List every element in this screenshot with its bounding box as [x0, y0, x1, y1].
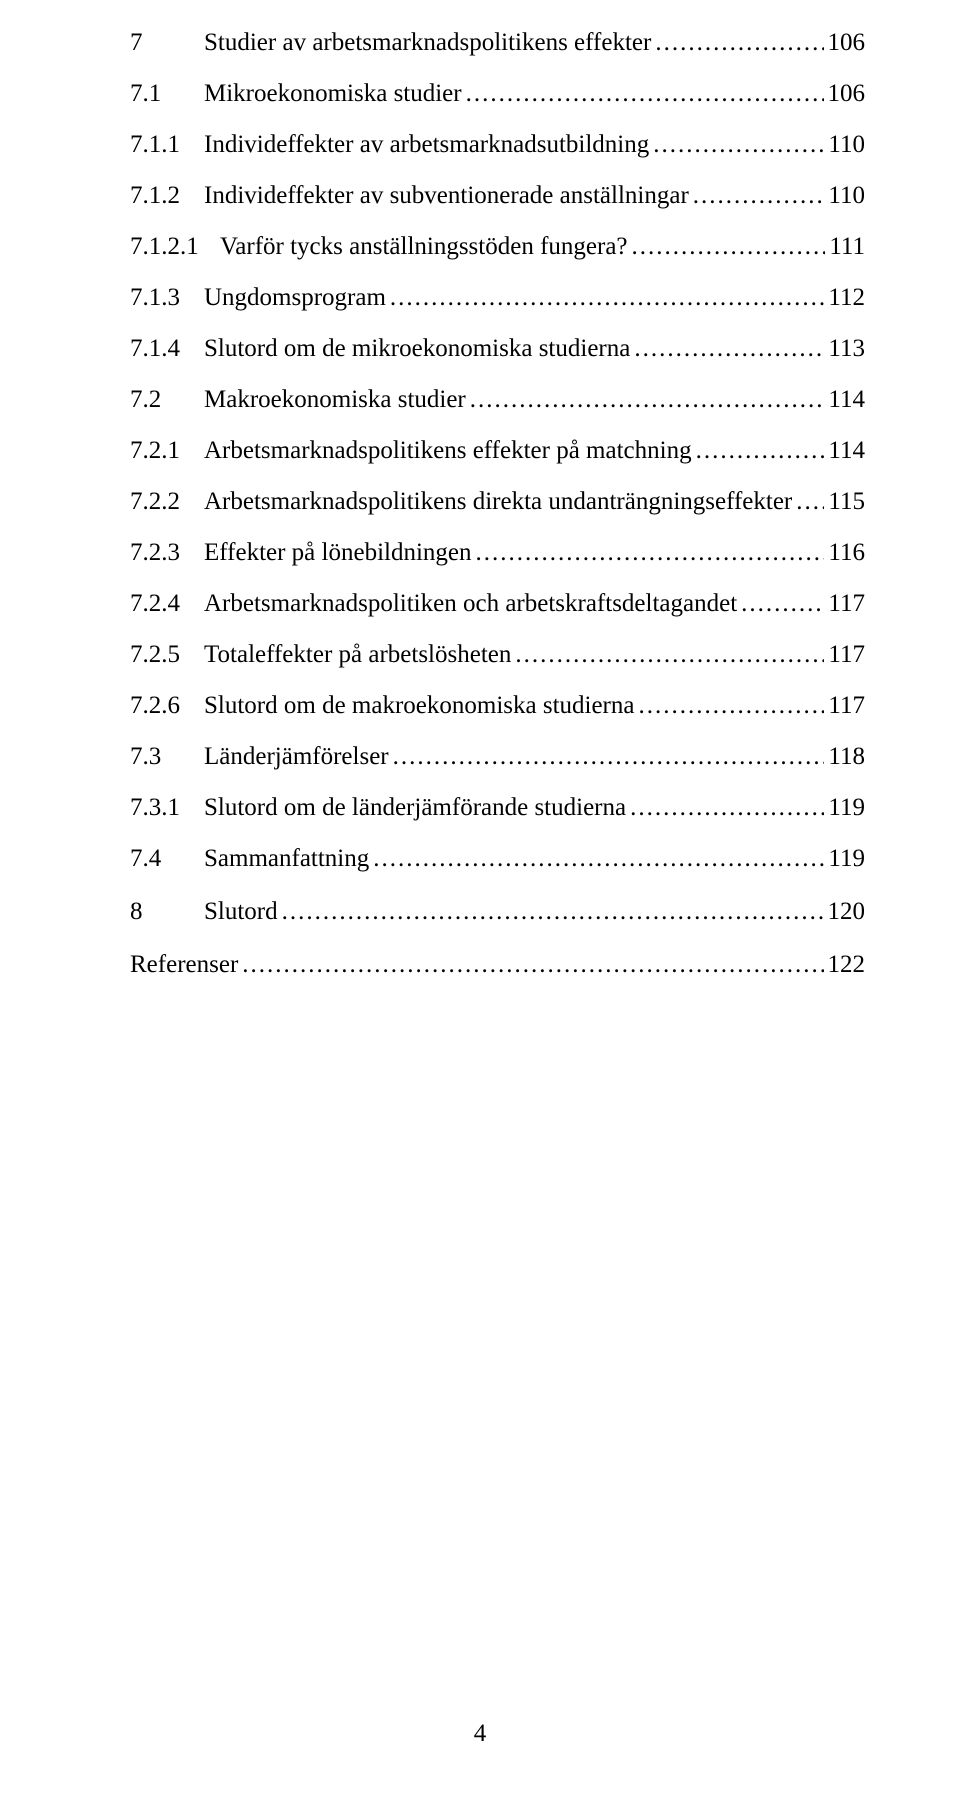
toc-entry-page: 114: [824, 387, 865, 412]
toc-leader-dots: ........................................…: [278, 899, 824, 924]
toc-leader-dots: ........................................…: [651, 30, 823, 55]
toc-entry: 7.2.3Effekter på lönebildningen.........…: [130, 540, 865, 565]
toc-entry: 7.4Sammanfattning.......................…: [130, 846, 865, 871]
toc-entry: 7.2.1Arbetsmarknadspolitikens effekter p…: [130, 438, 865, 463]
toc-leader-dots: ........................................…: [472, 540, 825, 565]
toc-leader-dots: ........................................…: [692, 438, 825, 463]
toc-entry-page: 106: [824, 81, 866, 106]
toc-leader-dots: ........................................…: [466, 387, 825, 412]
toc-entry-number: 7.2: [130, 387, 204, 412]
toc-leader-dots: ........................................…: [626, 795, 824, 820]
toc-leader-dots: ........................................…: [628, 234, 826, 259]
toc-entry-page: 111: [825, 234, 865, 259]
toc-leader-dots: ........................................…: [369, 846, 824, 871]
toc-entry-page: 106: [824, 30, 866, 55]
toc-entry-title: Referenser: [130, 952, 238, 977]
toc-entry: 7.2.6Slutord om de makroekonomiska studi…: [130, 693, 865, 718]
toc-leader-dots: ........................................…: [634, 693, 824, 718]
toc-entry-title: Individeffekter av arbetsmarknadsutbildn…: [204, 132, 649, 157]
toc-entry-number: 7.1.2.1: [130, 234, 220, 259]
toc-entry-number: 7.2.1: [130, 438, 204, 463]
toc-leader-dots: ........................................…: [630, 336, 824, 361]
toc-entry-title: Sammanfattning: [204, 846, 369, 871]
toc-entry-page: 117: [824, 693, 865, 718]
toc-entry-page: 113: [824, 336, 865, 361]
toc-entry-title: Länderjämförelser: [204, 744, 389, 769]
toc-leader-dots: ........................................…: [462, 81, 824, 106]
toc-entry-page: 112: [824, 285, 865, 310]
toc-entry-number: 7.1.2: [130, 183, 204, 208]
toc-entry-number: 7.2.3: [130, 540, 204, 565]
toc-entry-number: 7.2.2: [130, 489, 204, 514]
toc-entry-title: Slutord: [204, 899, 278, 924]
toc-entry-number: 7.2.4: [130, 591, 204, 616]
toc-entry-page: 122: [824, 952, 866, 977]
toc-entry-title: Ungdomsprogram: [204, 285, 386, 310]
toc-entry-page: 114: [824, 438, 865, 463]
toc-entry: 7.1.4Slutord om de mikroekonomiska studi…: [130, 336, 865, 361]
toc-leader-dots: ........................................…: [792, 489, 824, 514]
toc-entry-number: 7.1.3: [130, 285, 204, 310]
toc-entry-title: Totaleffekter på arbetslösheten: [204, 642, 511, 667]
toc-entry-title: Studier av arbetsmarknadspolitikens effe…: [204, 30, 651, 55]
toc-entry-page: 116: [824, 540, 865, 565]
toc-entry-title: Arbetsmarknadspolitiken och arbetskrafts…: [204, 591, 737, 616]
toc-entry: 7.3.1Slutord om de länderjämförande stud…: [130, 795, 865, 820]
toc-entry-page: 110: [824, 183, 865, 208]
toc-entry-number: 7.4: [130, 846, 204, 871]
toc-entry-page: 118: [824, 744, 865, 769]
toc-entry: 7.2.4Arbetsmarknadspolitiken och arbetsk…: [130, 591, 865, 616]
table-of-contents: 7Studier av arbetsmarknadspolitikens eff…: [130, 30, 865, 977]
toc-entry-title: Effekter på lönebildningen: [204, 540, 472, 565]
toc-entry-page: 119: [824, 846, 865, 871]
toc-leader-dots: ........................................…: [737, 591, 824, 616]
toc-entry-title: Arbetsmarknadspolitikens effekter på mat…: [204, 438, 692, 463]
toc-entry: 7.2.5Totaleffekter på arbetslösheten....…: [130, 642, 865, 667]
toc-entry: Referenser..............................…: [130, 952, 865, 977]
toc-entry-number: 8: [130, 899, 204, 924]
toc-leader-dots: ........................................…: [389, 744, 825, 769]
toc-entry-title: Arbetsmarknadspolitikens direkta undantr…: [204, 489, 792, 514]
toc-entry-number: 7.3: [130, 744, 204, 769]
toc-entry-number: 7.2.5: [130, 642, 204, 667]
toc-entry-number: 7.3.1: [130, 795, 204, 820]
toc-entry: 7.1.2.1Varför tycks anställningsstöden f…: [130, 234, 865, 259]
toc-leader-dots: ........................................…: [386, 285, 825, 310]
toc-leader-dots: ........................................…: [511, 642, 824, 667]
toc-entry: 7.3Länderjämförelser....................…: [130, 744, 865, 769]
toc-entry-page: 117: [824, 591, 865, 616]
toc-entry-title: Mikroekonomiska studier: [204, 81, 462, 106]
toc-entry: 7.2.2Arbetsmarknadspolitikens direkta un…: [130, 489, 865, 514]
toc-leader-dots: ........................................…: [689, 183, 825, 208]
toc-entry-page: 115: [824, 489, 865, 514]
toc-entry: 7.2Makroekonomiska studier..............…: [130, 387, 865, 412]
toc-entry: 7.1.2Individeffekter av subventionerade …: [130, 183, 865, 208]
toc-entry: 8Slutord................................…: [130, 899, 865, 924]
toc-entry-page: 119: [824, 795, 865, 820]
toc-entry-title: Individeffekter av subventionerade anstä…: [204, 183, 689, 208]
toc-entry-number: 7.1: [130, 81, 204, 106]
toc-leader-dots: ........................................…: [238, 952, 823, 977]
toc-entry-number: 7.1.4: [130, 336, 204, 361]
toc-entry-number: 7: [130, 30, 204, 55]
toc-entry-page: 117: [824, 642, 865, 667]
toc-entry-title: Makroekonomiska studier: [204, 387, 466, 412]
toc-entry: 7Studier av arbetsmarknadspolitikens eff…: [130, 30, 865, 55]
toc-entry-number: 7.2.6: [130, 693, 204, 718]
toc-entry: 7.1.1Individeffekter av arbetsmarknadsut…: [130, 132, 865, 157]
toc-leader-dots: ........................................…: [649, 132, 824, 157]
document-page: 7Studier av arbetsmarknadspolitikens eff…: [0, 0, 960, 1796]
page-number: 4: [0, 1720, 960, 1748]
toc-entry-number: 7.1.1: [130, 132, 204, 157]
toc-entry-page: 110: [824, 132, 865, 157]
toc-entry: 7.1.3Ungdomsprogram.....................…: [130, 285, 865, 310]
toc-entry-title: Varför tycks anställningsstöden fungera?: [220, 234, 628, 259]
toc-entry-title: Slutord om de mikroekonomiska studierna: [204, 336, 630, 361]
toc-entry-title: Slutord om de makroekonomiska studierna: [204, 693, 634, 718]
toc-entry-page: 120: [824, 899, 866, 924]
toc-entry: 7.1Mikroekonomiska studier..............…: [130, 81, 865, 106]
toc-entry-title: Slutord om de länderjämförande studierna: [204, 795, 626, 820]
